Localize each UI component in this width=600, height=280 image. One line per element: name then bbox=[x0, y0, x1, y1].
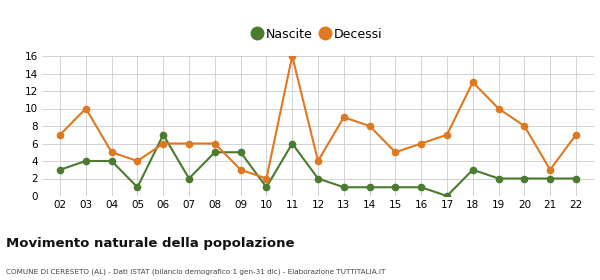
Nascite bbox=[314, 177, 322, 180]
Nascite bbox=[547, 177, 554, 180]
Decessi bbox=[185, 142, 193, 145]
Nascite bbox=[469, 168, 476, 171]
Nascite bbox=[185, 177, 193, 180]
Legend: Nascite, Decessi: Nascite, Decessi bbox=[249, 23, 387, 46]
Nascite bbox=[237, 151, 244, 154]
Nascite bbox=[56, 168, 64, 171]
Nascite bbox=[340, 186, 347, 189]
Decessi bbox=[521, 124, 528, 128]
Decessi bbox=[495, 107, 502, 110]
Text: Movimento naturale della popolazione: Movimento naturale della popolazione bbox=[6, 237, 295, 249]
Nascite bbox=[263, 186, 270, 189]
Decessi bbox=[134, 159, 141, 163]
Decessi bbox=[82, 107, 89, 110]
Decessi bbox=[392, 151, 399, 154]
Nascite bbox=[82, 159, 89, 163]
Nascite bbox=[521, 177, 528, 180]
Nascite bbox=[289, 142, 296, 145]
Decessi bbox=[289, 54, 296, 58]
Decessi bbox=[418, 142, 425, 145]
Nascite bbox=[108, 159, 115, 163]
Decessi bbox=[340, 116, 347, 119]
Nascite bbox=[392, 186, 399, 189]
Decessi bbox=[160, 142, 167, 145]
Nascite bbox=[160, 133, 167, 136]
Decessi bbox=[469, 81, 476, 84]
Decessi bbox=[443, 133, 451, 136]
Decessi bbox=[263, 177, 270, 180]
Decessi bbox=[211, 142, 218, 145]
Nascite bbox=[134, 186, 141, 189]
Decessi bbox=[108, 151, 115, 154]
Decessi bbox=[56, 133, 64, 136]
Nascite bbox=[211, 151, 218, 154]
Nascite bbox=[443, 194, 451, 198]
Decessi bbox=[366, 124, 373, 128]
Nascite bbox=[495, 177, 502, 180]
Decessi bbox=[237, 168, 244, 171]
Decessi bbox=[547, 168, 554, 171]
Decessi bbox=[314, 159, 322, 163]
Nascite bbox=[418, 186, 425, 189]
Line: Nascite: Nascite bbox=[57, 132, 579, 199]
Nascite bbox=[572, 177, 580, 180]
Decessi bbox=[572, 133, 580, 136]
Text: COMUNE DI CERESETO (AL) - Dati ISTAT (bilancio demografico 1 gen-31 dic) - Elabo: COMUNE DI CERESETO (AL) - Dati ISTAT (bi… bbox=[6, 269, 385, 275]
Line: Decessi: Decessi bbox=[57, 53, 579, 182]
Nascite bbox=[366, 186, 373, 189]
